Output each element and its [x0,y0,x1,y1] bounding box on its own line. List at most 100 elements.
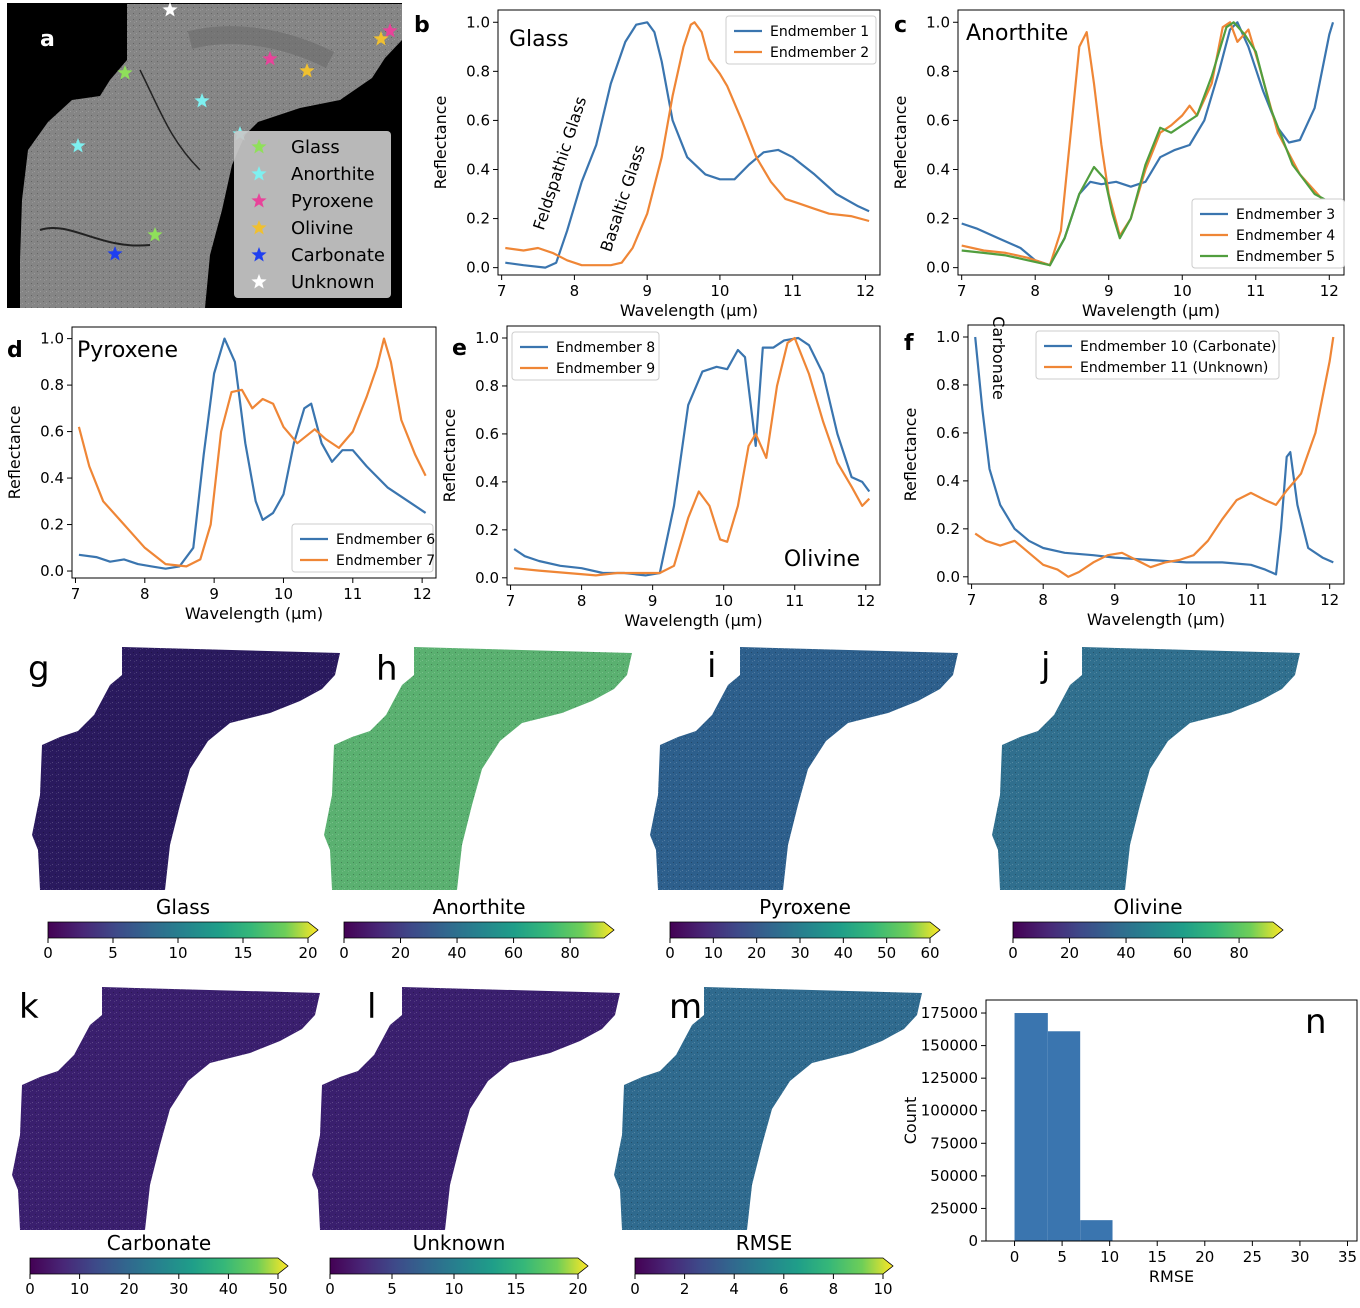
panel-letter: k [19,987,39,1027]
x-tick-label: 15 [1148,1248,1167,1266]
y-tick-label: 0.0 [40,562,64,580]
legend-star-olivine-icon [251,220,267,235]
legend-label: Endmember 8 [556,340,655,356]
y-tick-label: 0.8 [466,62,490,80]
y-tick-label: 0.6 [40,423,64,441]
y-tick-label: 0.0 [926,259,950,277]
series-line-3 [961,21,1334,267]
y-tick-label: 50000 [930,1167,978,1185]
colorbar-tick-label: 0 [1008,944,1018,962]
y-tick-label: 1.0 [466,13,490,31]
location-star-unknown-icon [162,2,178,17]
y-tick-label: 0.2 [475,521,499,539]
legend-star-unknown-icon [251,274,267,289]
y-axis-label: Reflectance [891,96,910,190]
x-axis-label: Wavelength (μm) [1087,610,1225,629]
x-tick-label: 8 [140,585,150,603]
legend-star-carbonate-icon [251,247,267,262]
colorbar-tick-label: 40 [834,944,853,962]
x-axis-label: Wavelength (μm) [624,611,762,630]
colorbar-tick-label: 50 [877,944,896,962]
panel-a: a Glass Anorthite Pyroxene Olivine Carbonate… [7,2,402,308]
x-tick-label: 9 [209,585,219,603]
x-tick-label: 9 [1110,591,1120,609]
x-tick-label: 12 [1320,591,1339,609]
x-tick-label: 5 [1057,1248,1067,1266]
series-line-1 [974,336,1334,576]
x-tick-label: 9 [1104,282,1114,300]
x-tick-label: 11 [343,585,362,603]
panel-letter: n [1305,1002,1327,1042]
y-tick-label: 0.4 [466,160,490,178]
colorbar-tick-label: 20 [391,944,410,962]
colorbar [669,921,941,939]
colorbar-tick-label: 20 [568,1280,587,1298]
colorbar [634,1257,894,1275]
panel-a-legend-items: Glass Anorthite Pyroxene Olivine Carbonate Un… [251,137,385,293]
y-tick-label: 125000 [921,1069,978,1087]
legend-box [1035,330,1280,380]
panel-letter: f [904,331,914,356]
series-line-1 [78,337,427,570]
y-tick-label: 75000 [930,1134,978,1152]
panel-b: 7 8 9 10 11 12 0.0 0.2 0.4 0.6 0.8 1.0 Wavelength (μ… [414,9,881,320]
annotation-label: Carbonate [989,316,1008,400]
x-tick-label: 10 [1173,282,1192,300]
legend-label: Endmember 3 [1236,207,1335,223]
x-tick-label: 10 [1100,1248,1119,1266]
panel-title: Anorthite [966,21,1068,46]
panel-title: Glass [509,27,569,52]
abundance-map-texture [614,987,922,1230]
panel-letter: j [1040,646,1050,686]
y-tick-label: 0.6 [926,111,950,129]
colorbar-tick-label: 2 [680,1280,690,1298]
legend-star-glass-icon [251,139,267,154]
abundance-map-texture [324,647,632,890]
y-tick-label: 0.4 [475,473,499,491]
panel-letter: c [894,13,907,38]
plot-frame [967,324,1345,585]
abundance-map-texture [992,647,1300,890]
y-tick-label: 0.0 [475,569,499,587]
legend-label-anorthite: Anorthite [291,164,375,185]
x-tick-label: 9 [642,282,652,300]
y-tick-label: 150000 [921,1037,978,1055]
panel-letter: i [707,646,716,686]
colorbar-label: Unknown [413,1231,506,1255]
spectra-panels: 7 8 9 10 11 12 0.0 0.2 0.4 0.6 0.8 1.0 Wavelength (μ… [5,9,1345,630]
plot-frame [506,325,881,586]
x-axis-label: Wavelength (μm) [185,604,323,623]
legend-box [1191,198,1345,269]
colorbar-tick-label: 15 [506,1280,525,1298]
colorbar-tick-label: 20 [747,944,766,962]
colorbar-tick-label: 40 [447,944,466,962]
colorbar-tick-label: 0 [25,1280,35,1298]
legend-label-olivine: Olivine [291,218,353,239]
map-panel-h: h Anorthite 0 20 40 60 80 [324,647,632,962]
panel-f: 7 8 9 10 11 12 0.0 0.2 0.4 0.6 0.8 1.0 Wavelength (μ… [901,316,1345,629]
panel-a-legend [234,131,391,298]
histogram-bar-2 [1047,1031,1081,1241]
plot-frame [957,9,1345,276]
y-tick-label: 0.4 [936,472,960,490]
panel-n: 0 5 10 15 20 25 30 35 0 25000 50000 75000 100000 1250… [901,999,1358,1286]
panel-title: Olivine [784,547,860,572]
abundance-map-texture [32,647,340,890]
y-tick-label: 0.4 [40,469,64,487]
colorbar-tick-label: 80 [1230,944,1249,962]
x-tick-label: 0 [1010,1248,1020,1266]
location-star-glass-icon [147,227,163,242]
abundance-map-texture [312,987,620,1230]
legend-star-pyroxene-icon [251,193,267,208]
location-star-olivine-icon [373,31,389,46]
x-tick-label: 10 [1177,591,1196,609]
map-panel-k: k Carbonate 0 10 20 30 40 50 [12,987,320,1298]
y-tick-label: 175000 [921,1004,978,1022]
colorbar-tick-label: 60 [504,944,523,962]
panel-title: Pyroxene [77,338,178,363]
colorbar-tick-label: 8 [829,1280,839,1298]
x-tick-label: 10 [710,282,729,300]
x-tick-label: 30 [1290,1248,1309,1266]
colorbar-tick-label: 15 [233,944,252,962]
colorbar-tick-label: 40 [1116,944,1135,962]
